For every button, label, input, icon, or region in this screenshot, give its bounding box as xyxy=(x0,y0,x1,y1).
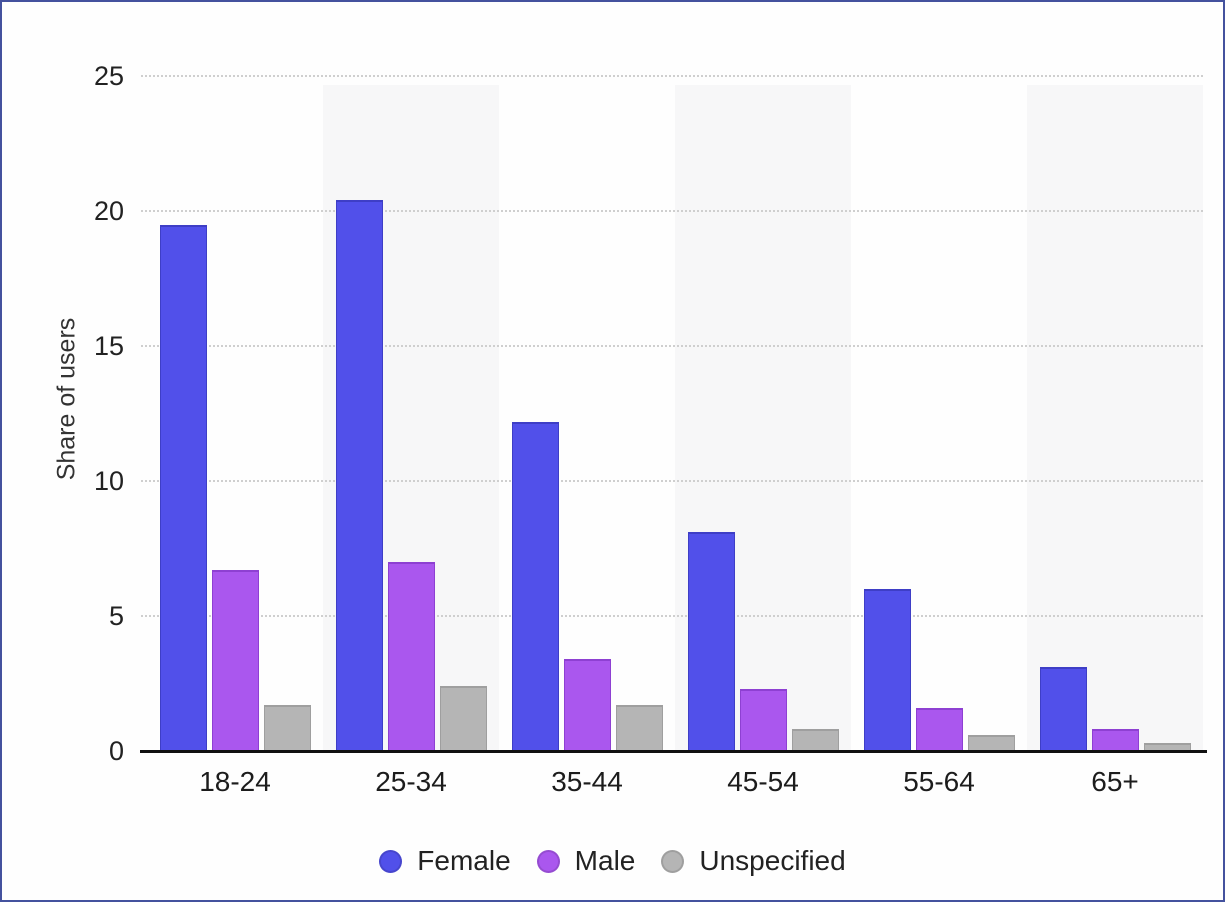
gridline xyxy=(141,210,1203,212)
bar-group xyxy=(675,76,851,751)
bar-group xyxy=(323,76,499,751)
bar-unspecified[interactable] xyxy=(791,729,839,751)
gridline xyxy=(141,345,1203,347)
bar-female[interactable] xyxy=(511,421,559,751)
y-tick-label: 15 xyxy=(93,331,124,361)
plot-area xyxy=(141,75,1203,751)
bar-unspecified[interactable] xyxy=(615,705,663,751)
background-band xyxy=(1027,85,1203,751)
x-tick-label: 25-34 xyxy=(375,766,447,797)
bar-group xyxy=(499,76,675,751)
y-tick-label: 20 xyxy=(93,196,124,226)
x-tick-label: 65+ xyxy=(1091,766,1139,797)
bar-male[interactable] xyxy=(563,659,611,751)
gridline xyxy=(141,75,1203,77)
gridline xyxy=(141,480,1203,482)
bar-male[interactable] xyxy=(211,570,259,751)
bar-unspecified[interactable] xyxy=(1143,742,1191,751)
bar-female[interactable] xyxy=(863,589,911,751)
x-tick-label: 18-24 xyxy=(199,766,271,797)
gridline xyxy=(141,615,1203,617)
bar-male[interactable] xyxy=(1091,729,1139,751)
legend-label: Male xyxy=(574,845,636,876)
bar-unspecified[interactable] xyxy=(439,686,487,751)
legend-swatch-icon xyxy=(661,849,685,873)
x-axis-line xyxy=(140,750,1207,753)
bar-group xyxy=(851,76,1027,751)
legend-label: Unspecified xyxy=(699,845,846,876)
legend-item-female[interactable]: Female xyxy=(379,845,511,877)
bar-male[interactable] xyxy=(387,562,435,751)
x-tick-label: 45-54 xyxy=(727,766,799,797)
bar-unspecified[interactable] xyxy=(263,705,311,751)
legend: Female Male Unspecified xyxy=(2,845,1223,877)
y-tick-label: 5 xyxy=(108,601,124,631)
bar-group xyxy=(147,76,323,751)
y-tick-label: 10 xyxy=(93,466,124,496)
legend-item-unspecified[interactable]: Unspecified xyxy=(661,845,846,877)
bar-female[interactable] xyxy=(335,200,383,751)
x-tick-label: 55-64 xyxy=(903,766,975,797)
bar-female[interactable] xyxy=(687,532,735,751)
legend-swatch-icon xyxy=(536,849,560,873)
y-tick-label: 0 xyxy=(108,736,124,766)
y-tick-label: 25 xyxy=(93,61,124,91)
bar-female[interactable] xyxy=(159,224,207,751)
legend-label: Female xyxy=(417,845,511,876)
bar-female[interactable] xyxy=(1039,667,1087,751)
x-tick-label: 35-44 xyxy=(551,766,623,797)
bar-male[interactable] xyxy=(739,688,787,751)
legend-swatch-icon xyxy=(379,849,403,873)
bar-group xyxy=(1027,76,1203,751)
legend-item-male[interactable]: Male xyxy=(536,845,636,877)
bar-male[interactable] xyxy=(915,707,963,751)
bar-unspecified[interactable] xyxy=(967,734,1015,751)
